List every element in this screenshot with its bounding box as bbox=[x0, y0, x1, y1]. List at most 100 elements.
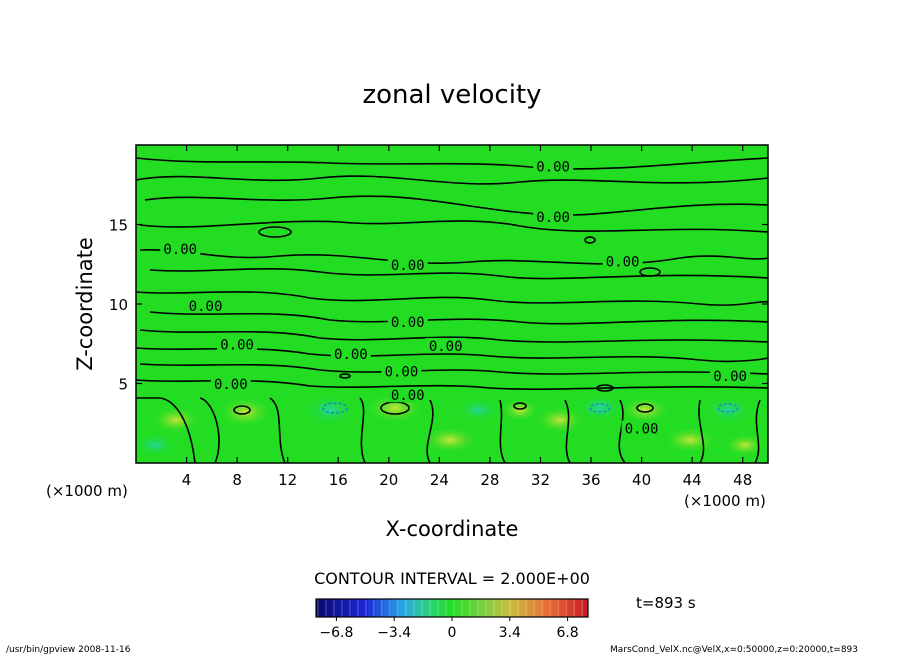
colorbar-cell bbox=[444, 599, 449, 617]
colorbar-cell bbox=[572, 599, 577, 617]
contour-label: 0.00 bbox=[625, 422, 659, 438]
x-tick-label: 36 bbox=[581, 471, 600, 489]
contour-label-bg bbox=[210, 376, 251, 392]
contour-label-bg bbox=[602, 253, 643, 269]
colorbar-cell bbox=[332, 599, 337, 617]
contour-label: 0.00 bbox=[713, 369, 747, 385]
footer-right: MarsCond_VelX.nc@VelX,x=0:50000,z=0:2000… bbox=[610, 645, 858, 654]
colorbar-cell bbox=[524, 599, 529, 617]
colorbar-cell bbox=[316, 599, 321, 617]
colorbar-cell bbox=[432, 599, 437, 617]
chart-title: zonal velocity bbox=[362, 80, 541, 110]
colorbar-cell bbox=[388, 599, 393, 617]
colorbar-ticks: −6.8 −3.4 0 3.4 6.8 bbox=[319, 617, 579, 641]
colorbar-cell bbox=[392, 599, 397, 617]
colorbar-cell bbox=[500, 599, 505, 617]
colorbar-cell bbox=[488, 599, 493, 617]
colorbar-tick-label: 6.8 bbox=[556, 625, 578, 641]
colorbar-cell bbox=[364, 599, 369, 617]
colorbar-cell bbox=[532, 599, 537, 617]
contour-label-bg bbox=[425, 337, 466, 353]
colorbar-cell bbox=[408, 599, 413, 617]
colorbar-cell bbox=[360, 599, 365, 617]
colorbar-cell bbox=[420, 599, 425, 617]
colorbar-cell bbox=[424, 599, 429, 617]
colorbar-cell bbox=[508, 599, 513, 617]
x-tick-label: 12 bbox=[278, 471, 297, 489]
contour-label: 0.00 bbox=[391, 315, 425, 331]
contour-lines bbox=[136, 157, 768, 463]
colorbar-cell bbox=[536, 599, 541, 617]
colorbar-cell bbox=[396, 599, 401, 617]
contour-label-bg bbox=[217, 336, 258, 352]
colorbar-cell bbox=[384, 599, 389, 617]
colorbar-cell bbox=[456, 599, 461, 617]
colorbar-cell bbox=[548, 599, 553, 617]
contour-label: 0.00 bbox=[189, 299, 223, 315]
colorbar-tick-label: 3.4 bbox=[499, 625, 521, 641]
colorbar-cell bbox=[448, 599, 453, 617]
x-axis-label: X-coordinate bbox=[386, 517, 519, 541]
y-tick-label: 15 bbox=[109, 217, 128, 235]
colorbar-cell bbox=[440, 599, 445, 617]
colorbar-cell bbox=[336, 599, 341, 617]
colorbar-cell bbox=[404, 599, 409, 617]
colorbar-cell bbox=[460, 599, 465, 617]
contour-label: 0.00 bbox=[334, 347, 368, 363]
colorbar-cell bbox=[416, 599, 421, 617]
x-tick-label: 8 bbox=[232, 471, 242, 489]
colorbar-cell bbox=[496, 599, 501, 617]
colorbar-cell bbox=[472, 599, 477, 617]
contour-label-bg bbox=[381, 363, 422, 379]
y-axis: 5 10 15 bbox=[109, 217, 768, 394]
colorbar-cell bbox=[344, 599, 349, 617]
contour-label-bg bbox=[387, 387, 428, 403]
colorbar-cell bbox=[368, 599, 373, 617]
contour-label-bg bbox=[160, 240, 201, 256]
colorbar-cell bbox=[520, 599, 525, 617]
x-tick-label: 28 bbox=[480, 471, 499, 489]
x-tick-label: 20 bbox=[379, 471, 398, 489]
colorbar-cell bbox=[400, 599, 405, 617]
contour-label-bg bbox=[533, 158, 574, 174]
colorbar-tick-label: −3.4 bbox=[377, 625, 411, 641]
colorbar-cell bbox=[412, 599, 417, 617]
colorbar-cell bbox=[576, 599, 581, 617]
colorbar-cell bbox=[380, 599, 385, 617]
footer-left: /usr/bin/gpview 2008-11-16 bbox=[6, 645, 131, 654]
x-unit-left: (×1000 m) bbox=[46, 482, 128, 500]
x-unit-right: (×1000 m) bbox=[684, 492, 766, 510]
colorbar-cell bbox=[436, 599, 441, 617]
colorbar-cell bbox=[540, 599, 545, 617]
colorbar-cell bbox=[348, 599, 353, 617]
contour-label: 0.00 bbox=[214, 377, 248, 393]
contour-label: 0.00 bbox=[385, 364, 419, 380]
contour-field: 0.000.000.000.00 0.000.000.000.000.000.00… bbox=[136, 157, 768, 463]
colorbar-cell bbox=[504, 599, 509, 617]
time-label: t=893 s bbox=[636, 594, 696, 612]
x-tick-label: 48 bbox=[733, 471, 752, 489]
contour-labels: 0.000.000.000.00 0.000.000.000.000.000.00… bbox=[160, 158, 751, 438]
colorbar-cell bbox=[556, 599, 561, 617]
colorbar-cell bbox=[544, 599, 549, 617]
colorbar-cell bbox=[484, 599, 489, 617]
colorbar-cell bbox=[340, 599, 345, 617]
contour-label: 0.00 bbox=[391, 258, 425, 274]
contour-label-bg bbox=[621, 420, 662, 436]
contour-label: 0.00 bbox=[220, 337, 254, 353]
colorbar-cell bbox=[516, 599, 521, 617]
x-tick-label: 40 bbox=[632, 471, 651, 489]
y-axis-label: Z-coordinate bbox=[73, 237, 97, 371]
colorbar-cell bbox=[552, 599, 557, 617]
colorbar-cell bbox=[356, 599, 361, 617]
x-tick-label: 16 bbox=[329, 471, 348, 489]
x-tick-label: 32 bbox=[531, 471, 550, 489]
contour-interval: CONTOUR INTERVAL = 2.000E+00 bbox=[314, 569, 590, 588]
colorbar-cell bbox=[528, 599, 533, 617]
contour-label-bg bbox=[710, 368, 751, 384]
x-tick-label: 24 bbox=[430, 471, 449, 489]
colorbar-cell bbox=[476, 599, 481, 617]
x-tick-label: 4 bbox=[182, 471, 192, 489]
colorbar-tick-label: 0 bbox=[448, 625, 457, 641]
colorbar-cell bbox=[376, 599, 381, 617]
